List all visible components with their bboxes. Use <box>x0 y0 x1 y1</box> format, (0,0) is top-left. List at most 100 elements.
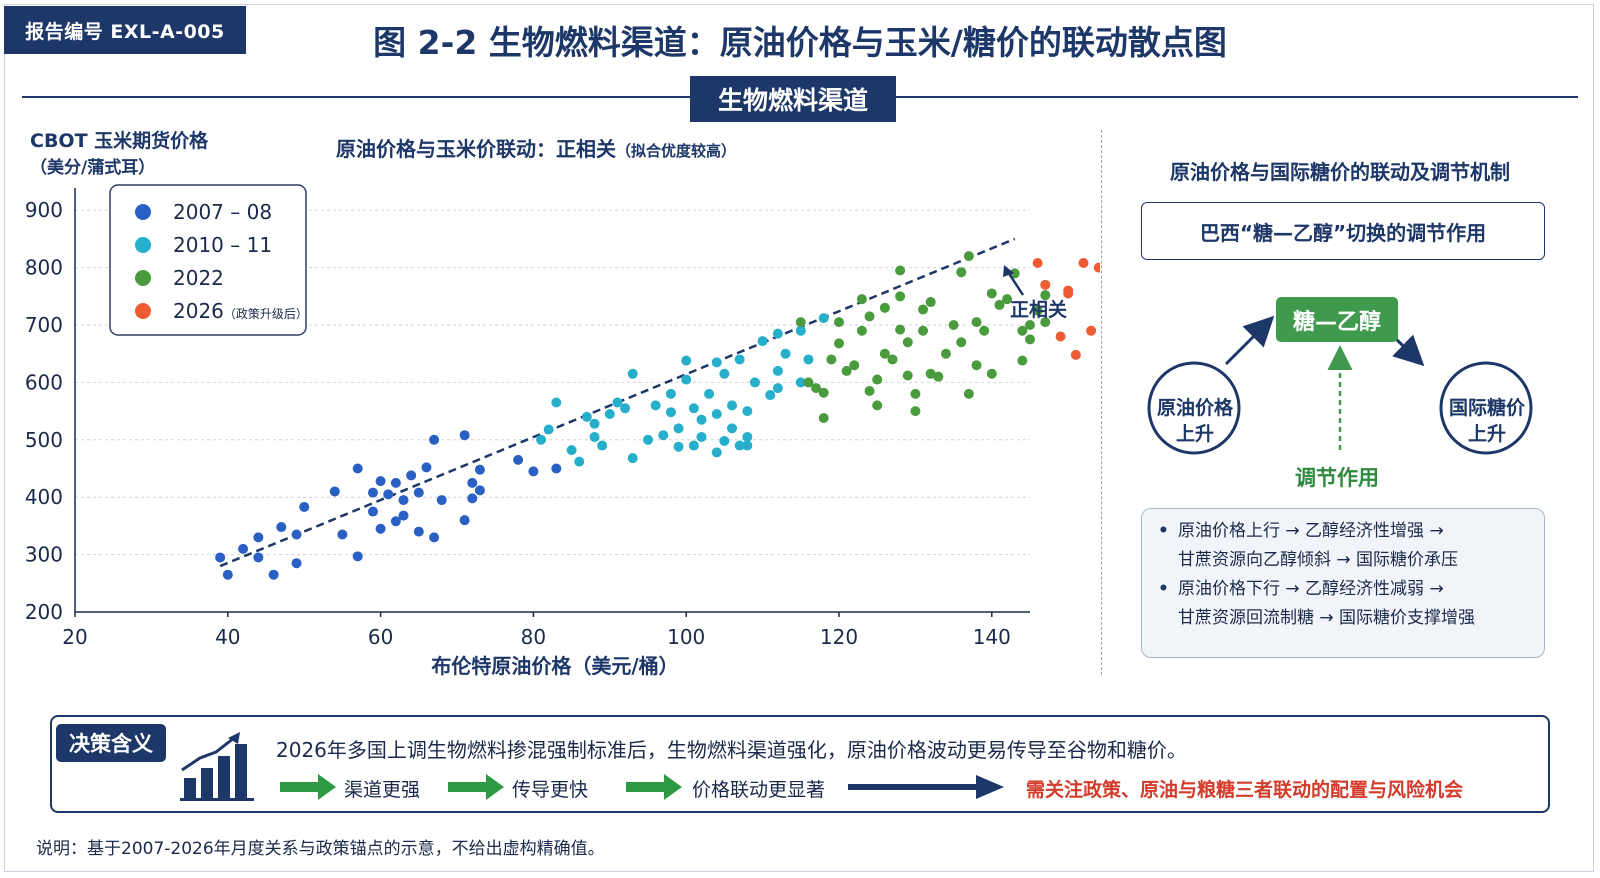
sugar-node-label-l2: 上升 <box>1467 423 1506 445</box>
scatter-point <box>543 424 554 435</box>
bullet-oil-down-l1: 原油价格下行 → 乙醇经济性减弱 → <box>1178 579 1444 599</box>
scatter-point <box>390 516 401 527</box>
bar-growth-icon <box>180 732 254 801</box>
x-tick-label: 40 <box>215 625 240 649</box>
scatter-point <box>1025 334 1035 345</box>
scatter-point <box>1063 288 1074 299</box>
scatter-point <box>849 360 860 371</box>
x-axis-label: 布伦特原油价格（美元/桶） <box>431 654 678 678</box>
legend-marker <box>135 204 151 220</box>
y-axis-label-line1: CBOT 玉米期货价格 <box>30 129 209 152</box>
scatter-point <box>994 299 1005 310</box>
oil-node-label-l2: 上升 <box>1175 423 1214 445</box>
scatter-point <box>727 400 738 411</box>
scatter-point <box>979 325 990 336</box>
scatter-point <box>734 440 745 451</box>
scatter-point <box>222 569 233 580</box>
scatter-point <box>971 317 982 328</box>
scatter-point <box>612 397 623 408</box>
scatter-point <box>681 374 692 385</box>
scatter-point <box>956 267 967 278</box>
scatter-point <box>352 551 363 562</box>
scatter-point <box>986 288 997 299</box>
scatter-point <box>253 552 264 563</box>
y-tick-label: 500 <box>25 428 63 452</box>
trend-label: 正相关 <box>1010 298 1067 321</box>
scatter-point <box>1009 268 1020 279</box>
y-tick-label: 600 <box>25 370 63 394</box>
scatter-point <box>742 406 753 417</box>
scatter-point <box>1078 258 1089 269</box>
scatter-point <box>429 532 440 543</box>
scatter-point <box>329 486 340 497</box>
scatter-point <box>413 526 424 537</box>
page-frame <box>4 4 1594 872</box>
scatter-point <box>925 297 936 308</box>
scatter-point <box>581 411 592 422</box>
scatter-point <box>1055 331 1066 342</box>
chart-subtitle: （拟合优度较高） <box>616 142 736 160</box>
oil-price-node <box>1147 361 1241 455</box>
scatter-point <box>367 506 378 517</box>
x-tick-label: 20 <box>62 625 87 649</box>
axes: 200 300 400 500 600 700 800 900 20 40 60 80 100 120 14… <box>25 188 1030 649</box>
chart-title: 原油价格与玉米价联动：正相关（拟合优度较高） <box>336 137 736 161</box>
scatter-point <box>574 456 585 467</box>
sugar-node-label: 国际糖价 上升 <box>1442 395 1532 447</box>
scatter-point <box>803 377 814 388</box>
oil-to-ethanol-arrow <box>1224 315 1275 366</box>
y-tick-label: 200 <box>25 600 63 624</box>
trend-annotation: 正相关 <box>1003 265 1067 321</box>
scatter-point <box>742 440 753 451</box>
decision-text: 2026年多国上调生物燃料掺混强制标准后，生物燃料渠道强化，原油价格波动更易传导… <box>276 738 1187 762</box>
x-tick-label: 120 <box>820 625 858 649</box>
scatter-chart: CBOT 玉米期货价格 （美分/蒲式耳） 原油价格与玉米价联动：正相关（拟合优度… <box>0 125 1288 695</box>
scatter-point <box>818 313 829 324</box>
oil-node-label-l1: 原油价格 <box>1156 397 1233 419</box>
scatter-point <box>834 338 844 349</box>
scatter-point <box>665 388 676 399</box>
scatter-point <box>390 477 401 488</box>
scatter-point <box>1002 294 1013 305</box>
legend-label: 2022 <box>173 266 224 290</box>
scatter-point <box>742 431 753 442</box>
scatter-point <box>650 400 661 411</box>
scatter-point <box>963 251 974 262</box>
y-tick-label: 400 <box>25 485 63 509</box>
scatter-point <box>467 493 478 504</box>
scatter-point <box>528 466 539 477</box>
scatter-point <box>337 529 348 540</box>
scatter-point <box>536 434 547 445</box>
scatter-point <box>971 360 982 371</box>
flow-arrow-icon-1 <box>280 774 336 800</box>
scatter-point <box>902 370 913 381</box>
scatter-point <box>406 470 417 481</box>
scatter-point <box>421 462 432 473</box>
scatter-point <box>589 431 600 442</box>
scatter-point <box>765 390 776 401</box>
scatter-point <box>772 383 783 394</box>
scatter-point <box>711 357 722 368</box>
sugar-node-label-l1: 国际糖价 <box>1448 397 1525 419</box>
legend-marker <box>135 237 151 253</box>
scatter-point <box>215 552 226 563</box>
scatter-point <box>772 328 783 339</box>
legend-label-suffix: （政策升级后） <box>224 307 308 321</box>
scatter-point <box>795 317 806 328</box>
scatter-point <box>895 324 906 335</box>
scatter-point <box>1025 320 1035 331</box>
scatter-point <box>1040 290 1051 301</box>
scatter-point <box>589 418 600 429</box>
scatter-point <box>986 368 997 379</box>
bullet-oil-down-l2: 甘蔗资源回流制糖 → 国际糖价支撑增强 <box>1178 608 1476 628</box>
chart-title-main: 原油价格与玉米价联动：正相关 <box>336 137 616 161</box>
footnote: 说明：基于2007-2026年月度关系与政策锚点的示意，不给出虚构精确值。 <box>36 839 605 859</box>
sugar-panel-title: 原油价格与国际糖价的联动及调节机制 <box>1170 160 1510 184</box>
scatter-point <box>688 440 699 451</box>
scatter-point <box>749 377 760 388</box>
scatter-point <box>513 454 524 465</box>
scatter-point <box>795 377 806 388</box>
scatter-point <box>711 408 722 419</box>
scatter-point <box>1040 317 1051 328</box>
